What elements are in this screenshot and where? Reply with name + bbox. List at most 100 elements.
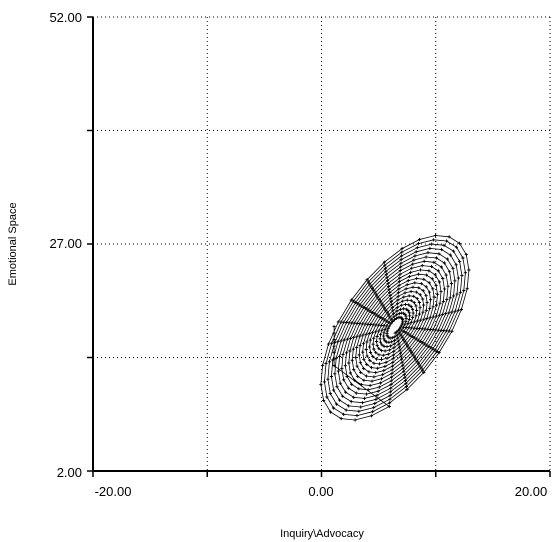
trajectory-point <box>409 321 413 325</box>
trajectory-point <box>404 287 408 291</box>
trajectory-point <box>410 334 414 338</box>
trajectory-point <box>368 282 372 286</box>
trajectory-point <box>398 348 402 352</box>
trajectory-point <box>362 366 366 371</box>
trajectory-point <box>395 313 399 317</box>
grid-lines <box>93 16 551 471</box>
trajectory-point <box>445 298 449 302</box>
trajectory-point <box>456 276 460 280</box>
trajectory-point <box>420 264 424 268</box>
trajectory-point <box>385 278 390 282</box>
trajectory-point <box>384 360 388 364</box>
trajectory-point <box>368 309 372 313</box>
trajectory-point <box>414 337 418 341</box>
trajectory-point <box>455 292 459 296</box>
trajectory-point <box>448 253 453 257</box>
trajectory-point <box>332 331 336 335</box>
trajectory-point <box>392 346 396 350</box>
trajectory-point <box>354 300 358 305</box>
trajectory-point <box>439 247 444 252</box>
trajectory-point <box>389 297 393 301</box>
trajectory-point <box>447 311 451 315</box>
trajectory-point <box>390 303 394 307</box>
trajectory-point <box>391 353 395 357</box>
trajectory-point <box>467 268 471 272</box>
trajectory-point <box>415 319 420 323</box>
trajectory-point <box>384 308 388 313</box>
trajectory-point <box>416 362 420 366</box>
trajectory-point <box>405 283 409 287</box>
trajectory-point <box>405 298 409 302</box>
trajectory-point <box>387 404 391 409</box>
trajectory-point <box>376 366 380 370</box>
trajectory-point <box>415 359 419 363</box>
trajectory-point <box>348 371 352 375</box>
trajectory-point <box>332 344 336 348</box>
trajectory-point <box>357 353 361 357</box>
trajectory-point <box>379 358 383 362</box>
trajectory-point <box>387 324 391 328</box>
trajectory-point <box>388 397 392 401</box>
trajectory-point <box>388 390 392 394</box>
trajectory-point <box>416 338 420 342</box>
trajectory-point <box>420 368 425 372</box>
trajectory-point <box>367 370 371 374</box>
trajectory-point <box>398 272 402 276</box>
trajectory-point <box>353 378 357 382</box>
trajectory-point <box>422 277 426 281</box>
trajectory-point <box>358 322 362 326</box>
trajectory-point <box>441 299 445 303</box>
trajectory-point <box>390 340 394 344</box>
trajectory-point <box>391 309 395 313</box>
trajectory-point <box>447 270 452 274</box>
trajectory-point <box>383 318 387 322</box>
trajectory-point <box>429 264 433 269</box>
trajectory-point <box>444 273 448 277</box>
trajectory-point <box>423 327 427 331</box>
trajectory-point <box>352 336 356 340</box>
trajectory-point <box>374 357 379 361</box>
trajectory-point <box>453 279 457 283</box>
trajectory-point <box>434 303 439 307</box>
trajectory-point <box>366 388 370 392</box>
trajectory-point <box>420 341 424 345</box>
trajectory-point <box>370 331 374 335</box>
trajectory-point <box>339 339 343 343</box>
trajectory-point <box>401 299 405 303</box>
trajectory-point <box>402 337 406 341</box>
x-axis-title: Inquiry\Advocacy <box>280 528 364 540</box>
trajectory-point <box>404 381 408 385</box>
trajectory-point <box>365 354 369 358</box>
trajectory-point <box>439 265 443 269</box>
trajectory-point <box>326 342 331 346</box>
trajectory-point <box>329 374 333 379</box>
trajectory-point <box>414 290 418 294</box>
trajectory-point <box>436 328 440 332</box>
trajectory-point <box>365 362 369 367</box>
trajectory-point <box>420 327 424 331</box>
trajectory-point <box>418 306 422 310</box>
trajectory-point <box>382 337 386 341</box>
trajectory-point <box>407 346 411 350</box>
trajectory-point <box>357 409 361 413</box>
trajectory-point <box>424 273 428 277</box>
trajectory-point <box>437 280 442 284</box>
trajectory-point <box>381 317 385 321</box>
trajectory-point <box>406 279 410 283</box>
trajectory-point <box>355 321 359 325</box>
trajectory-point <box>371 410 375 414</box>
trajectory-point <box>392 349 396 353</box>
trajectory-point <box>369 414 373 418</box>
trajectory-point <box>347 361 351 365</box>
trajectory-point <box>391 360 395 364</box>
trajectory-point <box>417 286 421 290</box>
y-tick-label-27: 27.00 <box>49 236 82 251</box>
trajectory-point <box>341 353 345 357</box>
trajectory-point <box>371 323 375 327</box>
trajectory-point <box>414 304 418 308</box>
trajectory-point <box>414 357 418 361</box>
trajectory-point <box>407 303 411 307</box>
trajectory-point <box>408 348 412 352</box>
trajectory-point <box>348 349 352 353</box>
trajectory-point <box>409 299 413 303</box>
